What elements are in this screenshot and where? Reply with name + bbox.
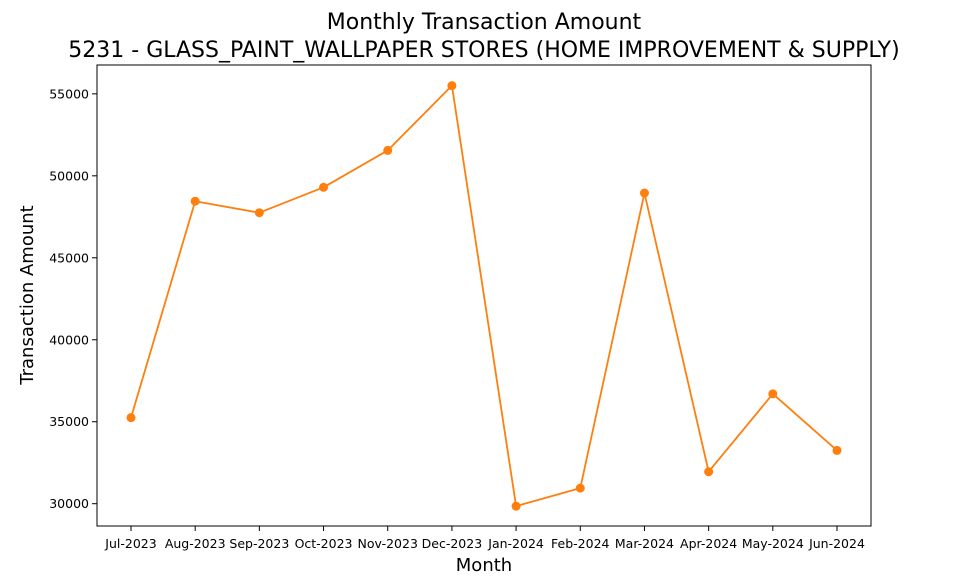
- x-tick-label: Feb-2024: [551, 536, 610, 551]
- data-point: [575, 483, 585, 493]
- data-point: [704, 467, 714, 477]
- data-point: [511, 501, 521, 511]
- data-point: [319, 182, 329, 192]
- x-tick-label: Aug-2023: [165, 536, 226, 551]
- y-tick-label: 30000: [49, 496, 89, 511]
- x-tick-label: Jan-2024: [487, 536, 544, 551]
- x-tick-label: Mar-2024: [615, 536, 674, 551]
- data-point: [768, 389, 778, 399]
- y-tick-label: 45000: [49, 250, 89, 265]
- x-axis: Jul-2023 Aug-2023 Sep-2023 Oct-2023 Nov-2023…: [104, 526, 865, 551]
- x-tick-label: Dec-2023: [422, 536, 483, 551]
- y-tick-label: 35000: [49, 414, 89, 429]
- y-tick-label: 40000: [49, 332, 89, 347]
- x-tick-label: Jul-2023: [104, 536, 156, 551]
- data-point: [832, 445, 842, 455]
- series-group: [126, 81, 842, 511]
- series-line: [130, 84, 838, 508]
- x-tick-label: Jun-2024: [808, 536, 865, 551]
- x-tick-label: Nov-2023: [358, 536, 418, 551]
- x-tick-label: May-2024: [742, 536, 804, 551]
- data-point: [447, 81, 457, 91]
- data-point: [190, 196, 200, 206]
- y-axis-label: Transaction Amount: [17, 205, 38, 385]
- data-point: [126, 413, 136, 423]
- data-point: [383, 145, 393, 155]
- y-tick-label: 55000: [49, 86, 89, 101]
- x-axis-label: Month: [456, 555, 512, 576]
- y-tick-label: 50000: [49, 168, 89, 183]
- x-tick-label: Oct-2023: [295, 536, 353, 551]
- chart-title: Monthly Transaction Amount: [327, 10, 642, 35]
- x-tick-label: Sep-2023: [229, 536, 289, 551]
- chart-subtitle: 5231 - GLASS_PAINT_WALLPAPER STORES (HOM…: [68, 38, 899, 63]
- data-point: [639, 188, 649, 198]
- y-axis: 30000 35000 40000 45000 50000 55000: [49, 86, 97, 511]
- x-tick-label: Apr-2024: [680, 536, 737, 551]
- data-point: [254, 208, 264, 218]
